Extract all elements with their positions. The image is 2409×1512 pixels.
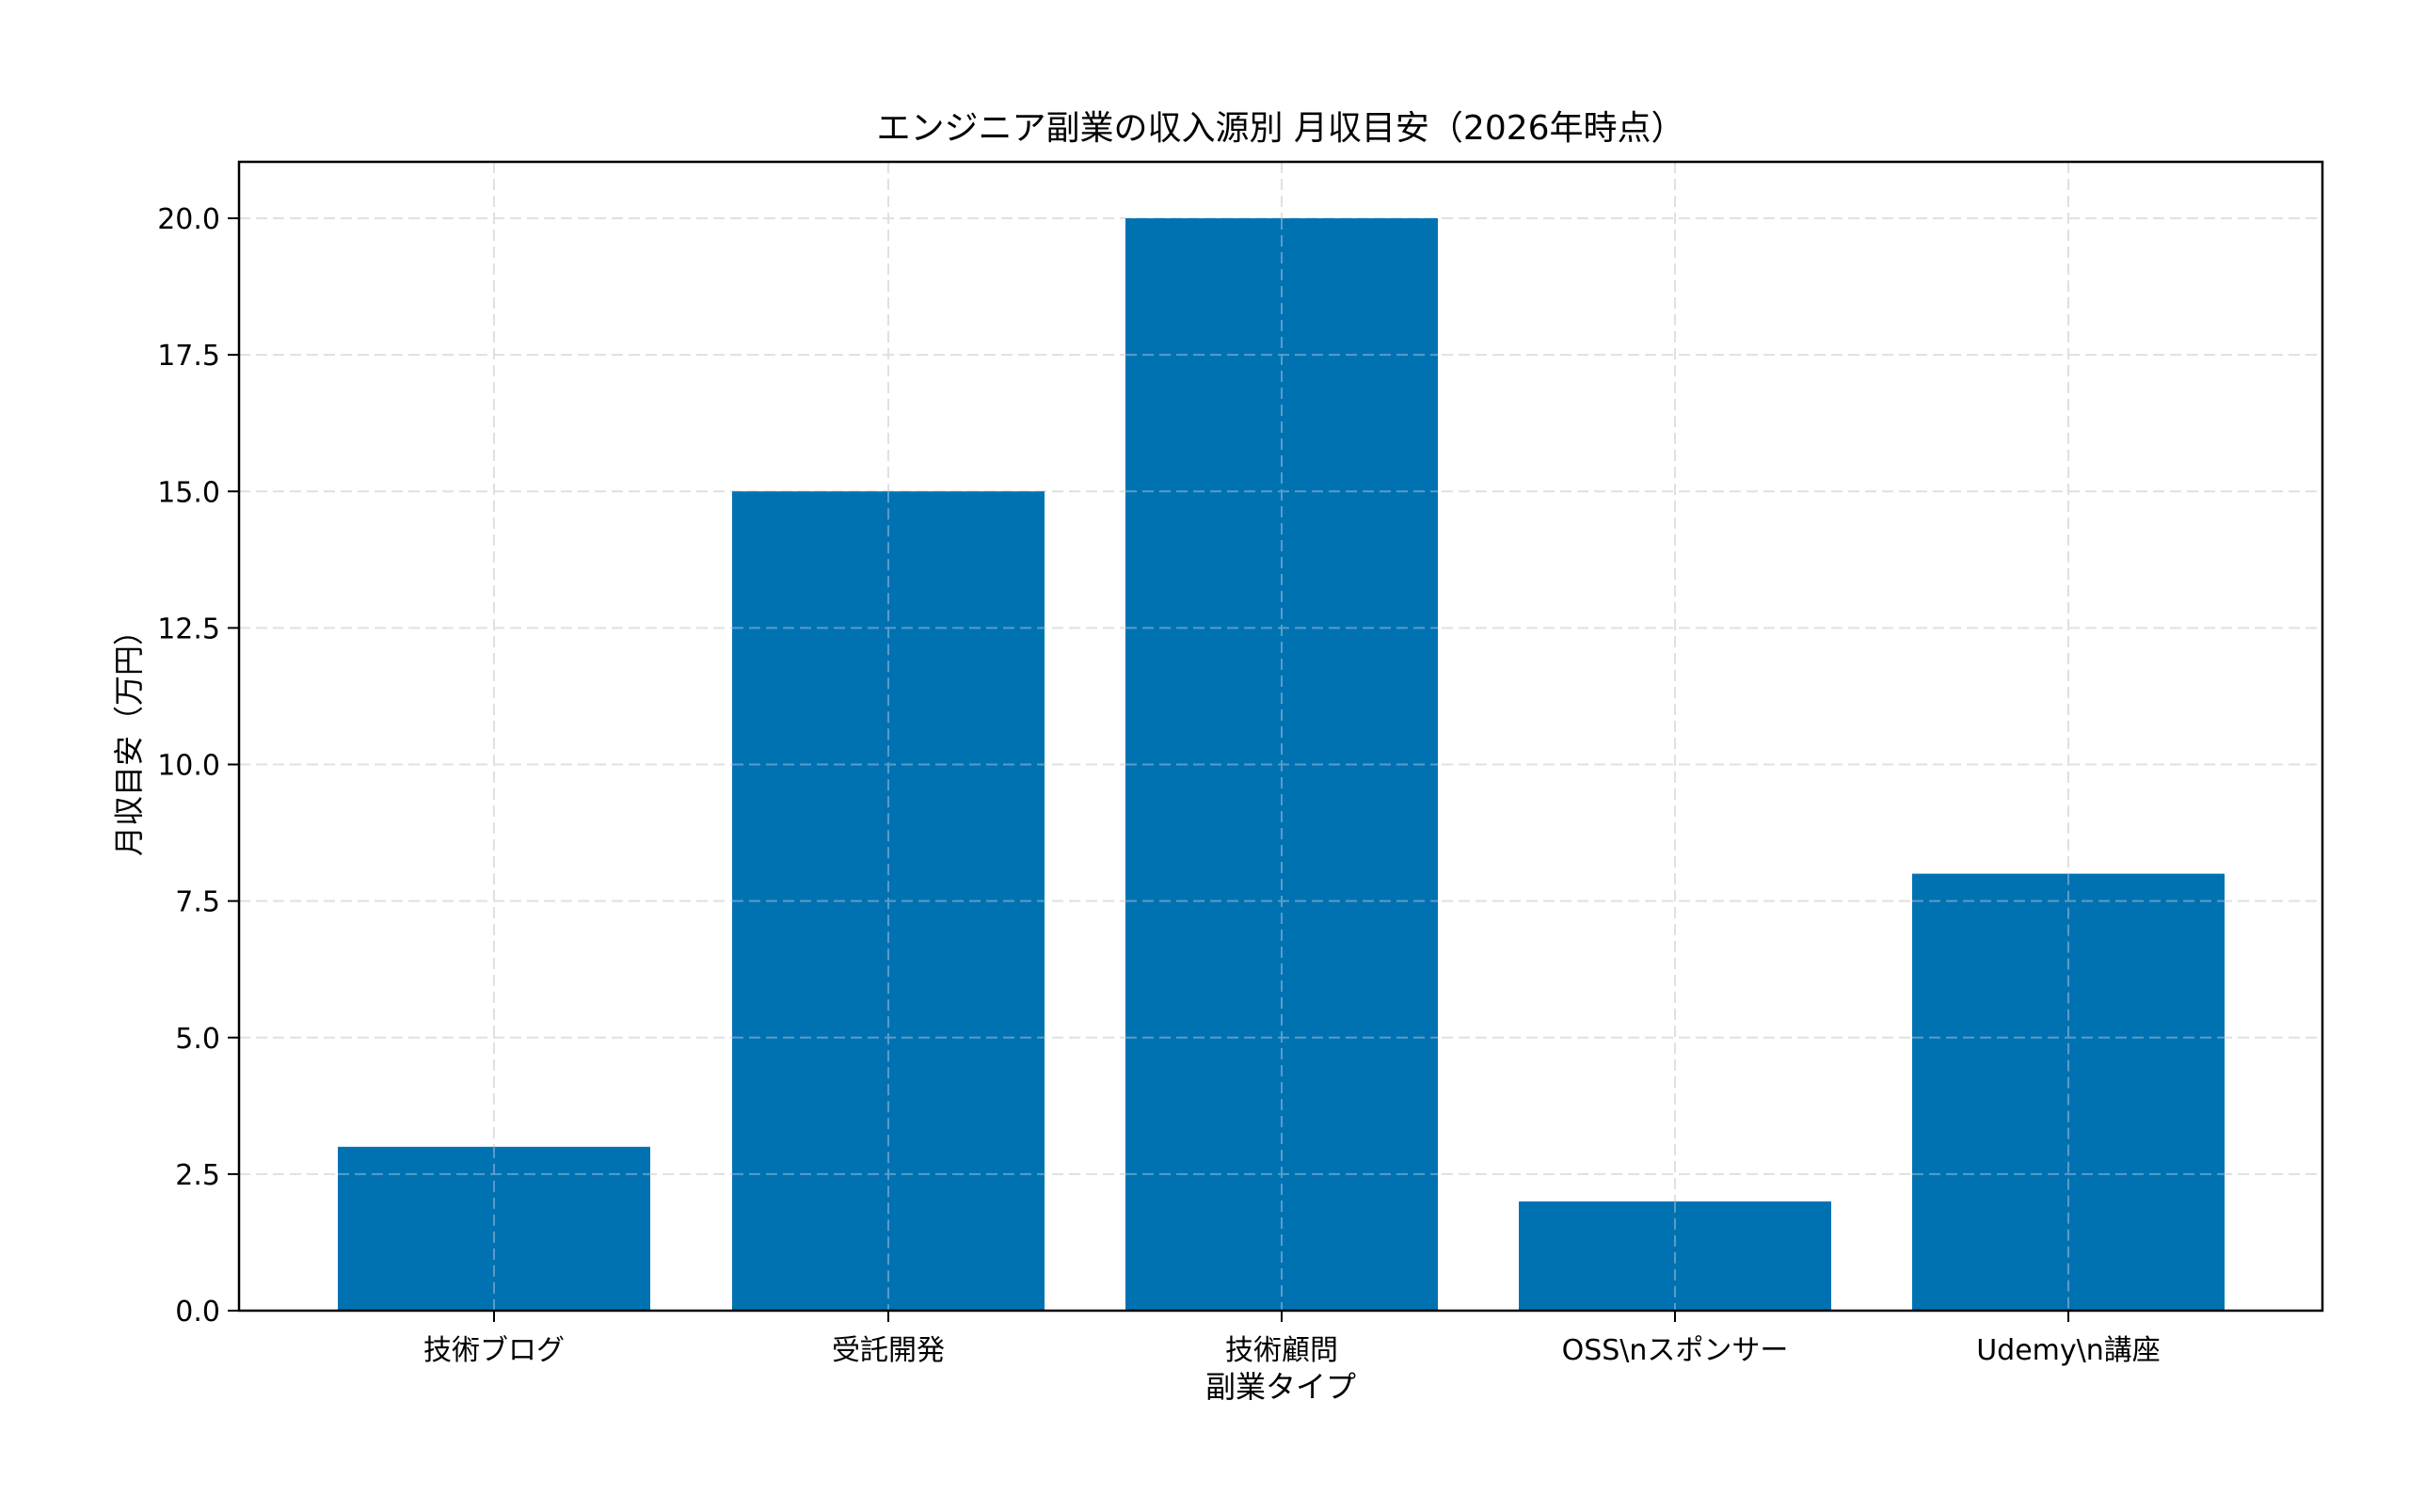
- y-tick-label: 5.0: [175, 1023, 220, 1056]
- y-axis-ticks: 0.0 2.5 5.0 7.5 10.0 12.5 15.0 17.5 20.0: [157, 203, 239, 1329]
- x-tick-label: 技術ブログ: [423, 1334, 565, 1367]
- x-tick-label: Udemy\n講座: [1976, 1334, 2161, 1367]
- y-tick-label: 12.5: [157, 613, 220, 645]
- chart-title: エンジニア副業の収入源別 月収目安（2026年時点）: [876, 109, 1684, 148]
- y-tick-label: 0.0: [175, 1296, 220, 1329]
- y-tick-label: 17.5: [157, 340, 220, 373]
- x-tick-label: OSS\nスポンサー: [1562, 1334, 1789, 1367]
- x-tick-label: 受託開発: [832, 1334, 945, 1367]
- x-axis-ticks: 技術ブログ 受託開発 技術顧問 OSS\nスポンサー Udemy\n講座: [423, 1311, 2161, 1367]
- y-axis-label: 月収目安（万円）: [111, 615, 147, 856]
- x-axis-label: 副業タイプ: [1205, 1369, 1356, 1405]
- y-tick-label: 7.5: [175, 886, 220, 919]
- x-tick-label: 技術顧問: [1225, 1334, 1338, 1367]
- bars: [338, 218, 2225, 1311]
- bar: [1912, 873, 2225, 1311]
- y-tick-label: 10.0: [157, 750, 220, 783]
- y-tick-label: 2.5: [175, 1159, 220, 1192]
- y-tick-label: 15.0: [157, 476, 220, 509]
- y-tick-label: 20.0: [157, 203, 220, 236]
